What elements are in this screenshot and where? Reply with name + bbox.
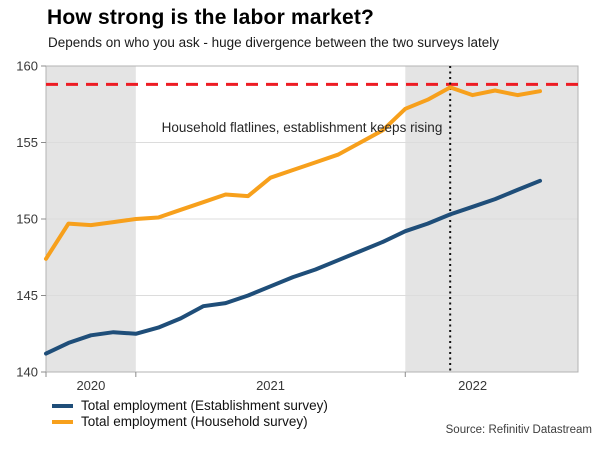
establishment-line-swatch <box>52 403 73 408</box>
chart-title: How strong is the labor market? <box>47 6 375 29</box>
y-axis-label: 150 <box>16 212 38 227</box>
legend-item-household: Total employment (Household survey) <box>52 414 328 429</box>
y-axis-label: 160 <box>16 59 38 74</box>
y-axis-label: 145 <box>16 288 38 303</box>
y-axis-label: 155 <box>16 135 38 150</box>
source-attribution: Source: Refinitiv Datastream <box>445 424 592 436</box>
y-axis-label: 140 <box>16 365 38 380</box>
annotation-text: Household flatlines, establishment keeps… <box>162 120 443 135</box>
chart-legend: Total employment (Establishment survey) … <box>52 398 328 429</box>
legend-label: Total employment (Establishment survey) <box>81 398 328 413</box>
x-axis-label: 2021 <box>256 378 285 393</box>
legend-label: Total employment (Household survey) <box>81 414 308 429</box>
legend-item-establishment: Total employment (Establishment survey) <box>52 398 328 413</box>
x-axis-label: 2020 <box>76 378 105 393</box>
x-axis-label: 2022 <box>458 378 487 393</box>
establishment-survey-line <box>44 178 542 356</box>
household-line-swatch <box>52 419 73 424</box>
chart-subtitle: Depends on who you ask - huge divergence… <box>48 35 500 50</box>
household-survey-line <box>44 85 542 261</box>
